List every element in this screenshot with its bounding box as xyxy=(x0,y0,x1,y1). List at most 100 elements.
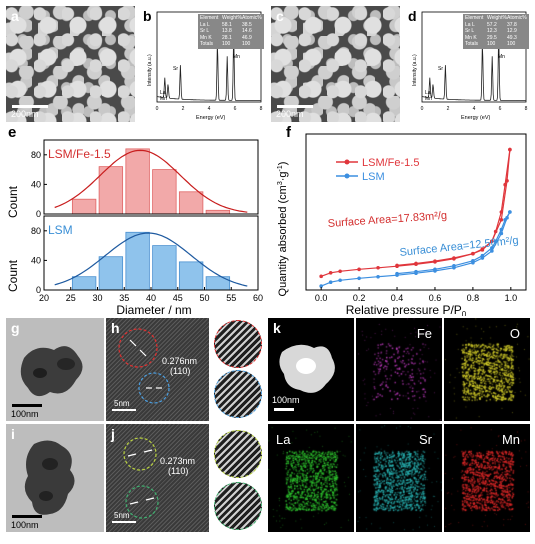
data-point xyxy=(433,259,437,263)
tick-label: 50 xyxy=(199,293,209,303)
data-point xyxy=(452,256,456,260)
scale-text: 5nm xyxy=(114,511,130,520)
data-point xyxy=(395,271,399,276)
table-cell: Element xyxy=(200,15,219,21)
table-cell: Weight% xyxy=(487,15,507,21)
tick-label: 0.6 xyxy=(429,293,442,303)
axis-xlabel: Diameter / nm xyxy=(116,303,191,316)
data-point xyxy=(319,284,323,288)
table-cell: 100 xyxy=(242,41,251,47)
data-point xyxy=(490,249,494,253)
peak-label: Sr xyxy=(438,66,443,72)
eds-spectrum-line xyxy=(421,43,526,101)
table-header-row: Element Weight% Atomic% xyxy=(465,15,527,22)
tem-image-i: i 100nm xyxy=(6,424,104,532)
panel-label-a: a xyxy=(11,8,19,24)
tick-label: 40 xyxy=(31,179,41,189)
scale-text: 100nm xyxy=(272,395,300,405)
data-point xyxy=(338,269,342,274)
eds-table-d: Element Weight% Atomic% La L 57.2 37.8 Sr L 12.… xyxy=(463,14,529,49)
scale-text: 200nm xyxy=(276,109,304,119)
panel-label-d: d xyxy=(408,8,417,24)
histogram-bar xyxy=(71,276,97,291)
particle-cluster xyxy=(24,440,75,515)
data-point xyxy=(376,274,380,279)
peak-label: Mn xyxy=(498,54,505,60)
tick-label: 6 xyxy=(234,106,237,112)
panel-label-e: e xyxy=(8,124,17,141)
tick-label: 0 xyxy=(36,209,41,219)
histogram-bar xyxy=(205,209,231,215)
element-map-canvas xyxy=(444,424,530,532)
table-cell: 13.8 xyxy=(222,28,232,34)
data-point xyxy=(490,239,494,244)
table-cell: Sr L xyxy=(200,28,210,34)
data-point xyxy=(480,253,485,258)
hrtem-overlay: 0.273nm (110) 5nm xyxy=(112,437,195,523)
fft-inset-red xyxy=(214,320,262,368)
eds-table-b: Element Weight% Atomic% La L 58.1 38.5 Sr L 13.… xyxy=(198,14,264,49)
peak-label: La xyxy=(160,90,166,96)
table-cell: 100 xyxy=(507,41,516,47)
eds-spectrum-line xyxy=(156,43,261,101)
hrtem-image-h: 0.276nm (110) 5nm h xyxy=(106,318,209,421)
lattice-plane: (110) xyxy=(168,466,188,476)
table-cell: Mn K xyxy=(465,34,477,41)
table-cell: 37.8 xyxy=(507,21,517,28)
element-map-canvas xyxy=(356,424,442,532)
legend-marker xyxy=(344,173,350,179)
tick-label: 2 xyxy=(182,106,185,112)
tick-label: 4 xyxy=(208,106,211,112)
peak-label: La xyxy=(425,90,431,96)
panel-label-k: k xyxy=(273,320,281,336)
scale-text: 100nm xyxy=(11,520,39,530)
table-row: La L 57.2 37.8 xyxy=(465,22,527,29)
peak-label: Mn xyxy=(425,96,432,102)
legend-label: LSM xyxy=(48,223,73,237)
haadf-cluster xyxy=(279,344,335,393)
scale-text: 200nm xyxy=(11,109,39,119)
data-point xyxy=(338,278,342,283)
scale-text: 5nm xyxy=(114,399,130,408)
table-cell: Weight% xyxy=(222,15,242,21)
panel-label-f: f xyxy=(286,124,291,141)
table-cell: 58.1 xyxy=(222,21,232,28)
table-cell: 100 xyxy=(222,41,231,47)
tem-image-g: g 100nm xyxy=(6,318,104,421)
eds-ylabel: Intensity (a.u.) xyxy=(147,54,153,86)
data-point xyxy=(490,246,494,250)
table-row: Totals 100 100 xyxy=(200,41,262,48)
tick-label: 45 xyxy=(173,293,183,303)
table-cell: Sr L xyxy=(465,28,475,34)
table-cell: 57.2 xyxy=(487,21,497,28)
data-point xyxy=(503,182,507,187)
tick-label: 0 xyxy=(36,285,41,295)
fft-inset-yellow xyxy=(214,430,262,478)
lattice-plane: (110) xyxy=(170,366,190,376)
tick-label: 0.2 xyxy=(353,293,366,303)
tick-label: 35 xyxy=(119,293,129,303)
gaussian-fit-line xyxy=(54,149,248,213)
annotation-red: Surface Area=17.83m²/g xyxy=(327,210,447,230)
data-point xyxy=(493,239,498,244)
d-spacing: 0.273nm xyxy=(160,456,195,466)
table-row: Sr L 12.3 12.9 xyxy=(465,28,527,35)
eds-map-la: La xyxy=(268,424,354,532)
eds-map-fe: Fe xyxy=(356,318,442,421)
table-row: Mn K 28.1 46.9 xyxy=(200,35,262,42)
table-cell: La L xyxy=(200,21,210,28)
panel-label-j: j xyxy=(111,426,115,442)
table-cell: 12.3 xyxy=(487,28,497,34)
table-cell: Atomic% xyxy=(242,15,262,21)
scale-bar xyxy=(12,515,42,518)
tick-label: 0.0 xyxy=(315,293,328,303)
lattice-background xyxy=(106,318,209,421)
tick-label: 55 xyxy=(226,293,236,303)
tick-label: 8 xyxy=(260,106,263,112)
element-label: O xyxy=(509,326,520,341)
data-point xyxy=(471,258,475,263)
element-label: Sr xyxy=(419,432,432,447)
legend-marker xyxy=(344,159,350,165)
table-cell: Totals xyxy=(465,41,479,47)
